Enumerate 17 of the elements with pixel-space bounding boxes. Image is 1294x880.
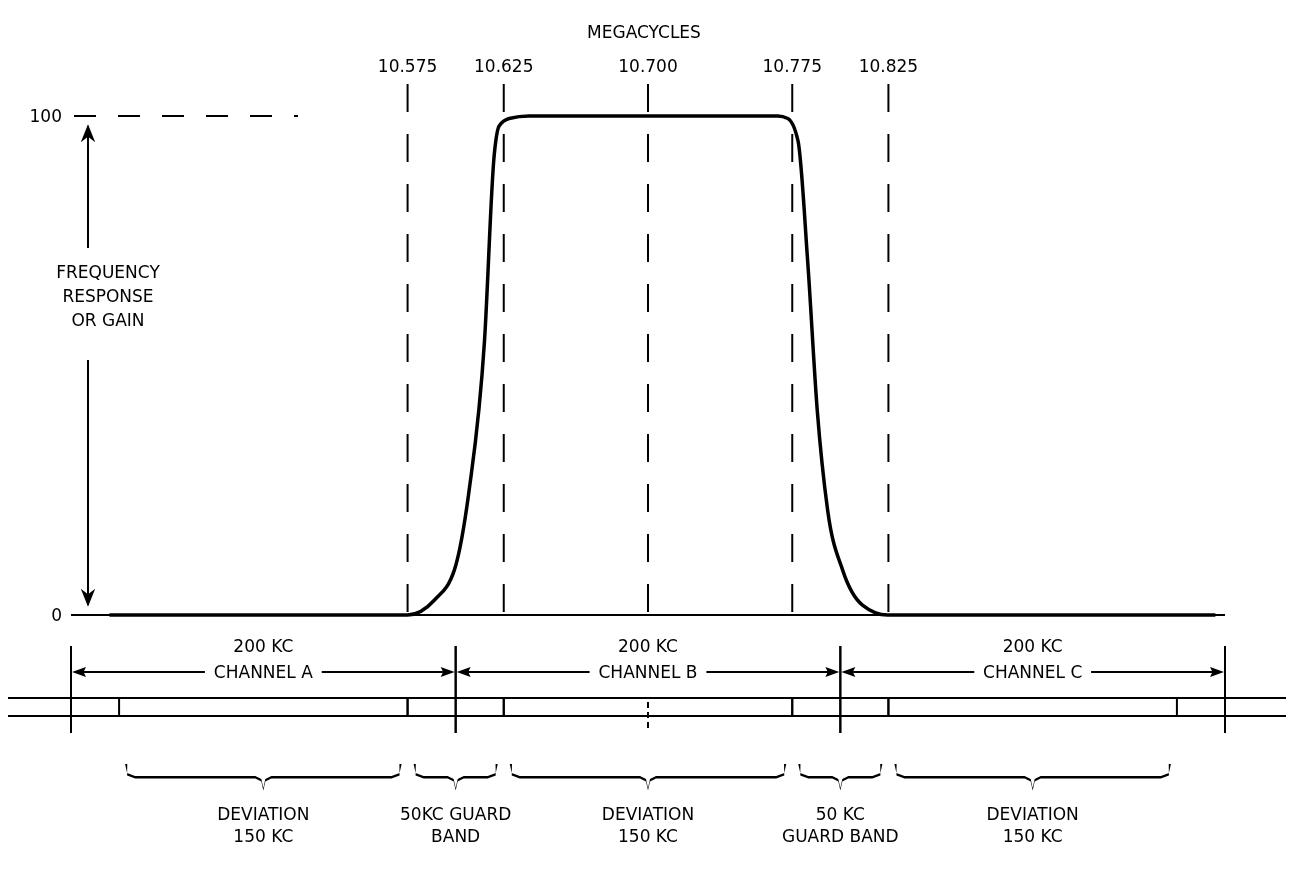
y-axis-title: FREQUENCY RESPONSE OR GAIN	[56, 262, 161, 330]
text: 200 KC CHANNEL B	[598, 636, 698, 682]
text: DEVIATION 150 KC	[986, 804, 1079, 846]
x-tick-label: 10.775	[762, 56, 822, 76]
text: 50KC GUARD BAND	[400, 804, 512, 846]
x-tick-label: 10.700	[618, 56, 678, 76]
x-tick-label: 10.825	[858, 56, 919, 76]
text: 50 KC GUARD BAND	[782, 804, 899, 846]
x-tick-label: 10.625	[474, 56, 534, 76]
text: DEVIATION 150 KC	[601, 804, 695, 846]
x-tick-label: 10.575	[377, 56, 438, 76]
text: 200 KC CHANNEL A	[213, 636, 314, 682]
x-axis-title: MEGACYCLES	[587, 22, 701, 42]
y-tick-label: 0	[51, 605, 62, 625]
y-tick-label: 100	[29, 106, 62, 126]
text: DEVIATION 150 KC	[217, 804, 310, 846]
text: 200 KC CHANNEL C	[983, 636, 1083, 682]
